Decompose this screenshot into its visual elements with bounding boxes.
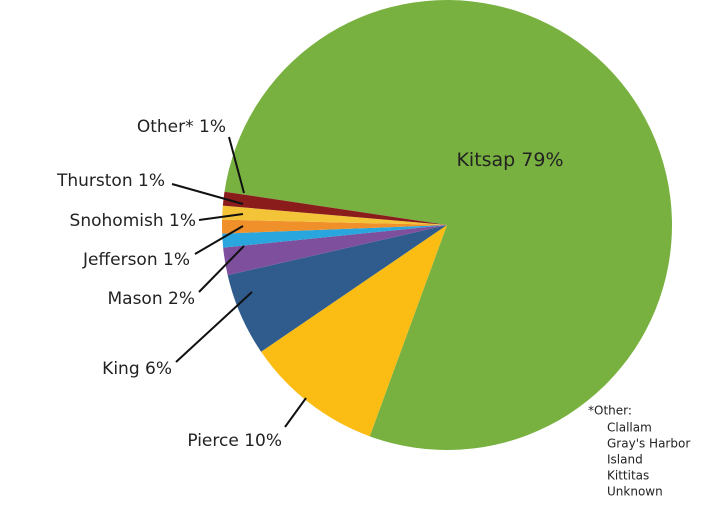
- pie-slice: [224, 0, 672, 451]
- label-name: Pierce: [187, 431, 238, 451]
- footnote-item: Island: [607, 453, 643, 467]
- leader-line: [175, 291, 253, 363]
- footnote: *Other: Clallam Gray's Harbor Island Kit…: [588, 404, 690, 499]
- pie-slice: [222, 191, 447, 225]
- footnote-item: Gray's Harbor: [607, 437, 690, 451]
- label-name: Mason: [107, 289, 162, 309]
- label-name: Other*: [137, 117, 194, 137]
- slice-label: Mason 2%: [107, 289, 195, 309]
- pie-slice: [222, 225, 447, 248]
- slice-label: Other* 1%: [137, 117, 226, 137]
- label-name: Snohomish: [70, 211, 164, 231]
- footnote-item: Unknown: [607, 485, 663, 499]
- slice-label: Pierce 10%: [187, 431, 282, 451]
- slice-label: Kitsap 79%: [456, 149, 563, 171]
- leader-line: [198, 213, 244, 221]
- leader-lines: [171, 136, 307, 428]
- label-value: 1%: [138, 171, 165, 191]
- label-value: 2%: [168, 289, 195, 309]
- slice-label: Thurston 1%: [56, 171, 165, 191]
- footnote-title: *Other:: [588, 404, 632, 418]
- pie-slice: [261, 225, 447, 437]
- label-name: King: [102, 359, 139, 379]
- label-value: 1%: [163, 250, 190, 270]
- label-name: Thurston: [56, 171, 133, 191]
- label-value: 10%: [244, 431, 282, 451]
- slice-label: King 6%: [102, 359, 172, 379]
- slice-label: Snohomish 1%: [70, 211, 196, 231]
- leader-line: [171, 183, 244, 205]
- leader-line: [228, 136, 245, 194]
- slice-label: Jefferson 1%: [82, 250, 190, 270]
- pie: [221, 0, 672, 451]
- label-value: 1%: [169, 211, 196, 231]
- leader-line: [284, 397, 307, 428]
- label-value: 6%: [145, 359, 172, 379]
- leader-line: [194, 225, 244, 255]
- leader-line: [198, 245, 245, 293]
- pie-slice: [221, 219, 447, 234]
- pie-slice: [223, 225, 447, 276]
- label-value: 79%: [521, 149, 563, 171]
- footnote-item: Clallam: [607, 421, 652, 435]
- label-name: Kitsap: [456, 149, 515, 171]
- pie-slice: [227, 225, 447, 352]
- footnote-item: Kittitas: [607, 469, 649, 483]
- label-name: Jefferson: [82, 250, 158, 270]
- pie-slice: [222, 205, 447, 225]
- label-value: 1%: [199, 117, 226, 137]
